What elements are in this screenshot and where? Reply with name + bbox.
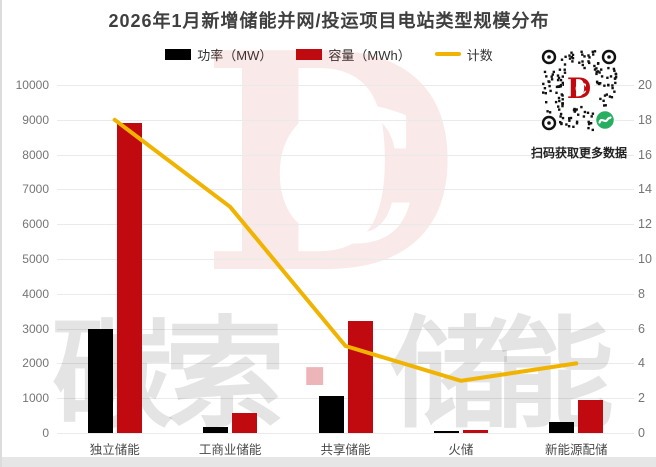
legend-swatch	[296, 48, 323, 60]
legend-label: 功率（MW）	[197, 47, 273, 63]
y-axis-tick-right: 18	[638, 112, 652, 127]
qr-logo-letter-c: C	[575, 80, 587, 98]
x-axis-label: 火储	[448, 443, 474, 457]
x-axis-label: 共享储能	[320, 443, 371, 457]
legend-item-count: 计数	[434, 45, 493, 64]
y-axis-tick-right: 20	[638, 78, 652, 92]
y-axis-tick-right: 6	[638, 321, 645, 336]
qr-code: D C	[539, 47, 619, 133]
legend-label: 容量（MWh）	[328, 47, 411, 63]
bar-power	[549, 421, 575, 433]
bar-power	[433, 431, 459, 433]
legend-label: 计数	[466, 47, 493, 63]
y-axis-tick-left: 5000	[22, 252, 49, 266]
gridline	[57, 433, 634, 434]
bottom-edge-strip	[2, 457, 656, 467]
y-axis-tick-right: 4	[638, 356, 645, 371]
bar-capacity	[232, 413, 258, 433]
y-axis-tick-right: 14	[638, 182, 652, 197]
wechat-icon	[594, 109, 616, 131]
y-axis-tick-left: 7000	[22, 182, 49, 197]
legend-swatch	[165, 48, 192, 60]
bar-power	[318, 396, 344, 433]
y-axis-tick-right: 8	[638, 286, 645, 301]
x-axis-label: 独立储能	[89, 443, 140, 457]
y-axis-tick-right: 2	[638, 391, 645, 406]
bar-power	[203, 427, 229, 433]
y-axis-tick-left: 3000	[22, 321, 49, 336]
y-axis-tick-left: 9000	[22, 112, 49, 127]
bar-capacity	[578, 399, 604, 433]
qr-caption: 扫码获取更多数据	[530, 146, 627, 160]
y-axis-tick-left: 0	[42, 426, 49, 440]
y-axis-tick-right: 12	[638, 217, 652, 232]
bar-power	[87, 328, 113, 433]
y-axis-tick-left: 4000	[22, 286, 49, 301]
qr-center-logo: D C	[564, 75, 594, 103]
y-axis-tick-left: 1000	[22, 391, 49, 406]
x-axis-label: 工商业储能	[198, 443, 262, 457]
legend-item-capacity: 容量（MWh）	[296, 45, 411, 64]
y-axis-tick-left: 8000	[22, 147, 49, 162]
bar-capacity	[462, 429, 488, 433]
legend-item-power: 功率（MW）	[165, 45, 272, 64]
y-axis-tick-left: 10000	[15, 78, 49, 92]
y-axis-tick-left: 2000	[22, 356, 49, 371]
y-axis-tick-left: 6000	[22, 217, 49, 232]
chart-title: 2026年1月新增储能并网/投运项目电站类型规模分布	[108, 11, 550, 31]
y-axis-tick-right: 16	[638, 147, 652, 162]
gridline	[57, 85, 634, 86]
legend-line-swatch	[434, 52, 461, 56]
chart-legend: 功率（MW） 容量（MWh） 计数	[2, 45, 656, 64]
gridline	[57, 398, 634, 400]
y-axis-tick-right: 10	[638, 252, 652, 266]
qr-logo-letter-d: D	[566, 72, 592, 105]
y-axis-tick-right: 0	[638, 426, 645, 440]
x-axis-label: 新能源配储	[545, 443, 608, 457]
